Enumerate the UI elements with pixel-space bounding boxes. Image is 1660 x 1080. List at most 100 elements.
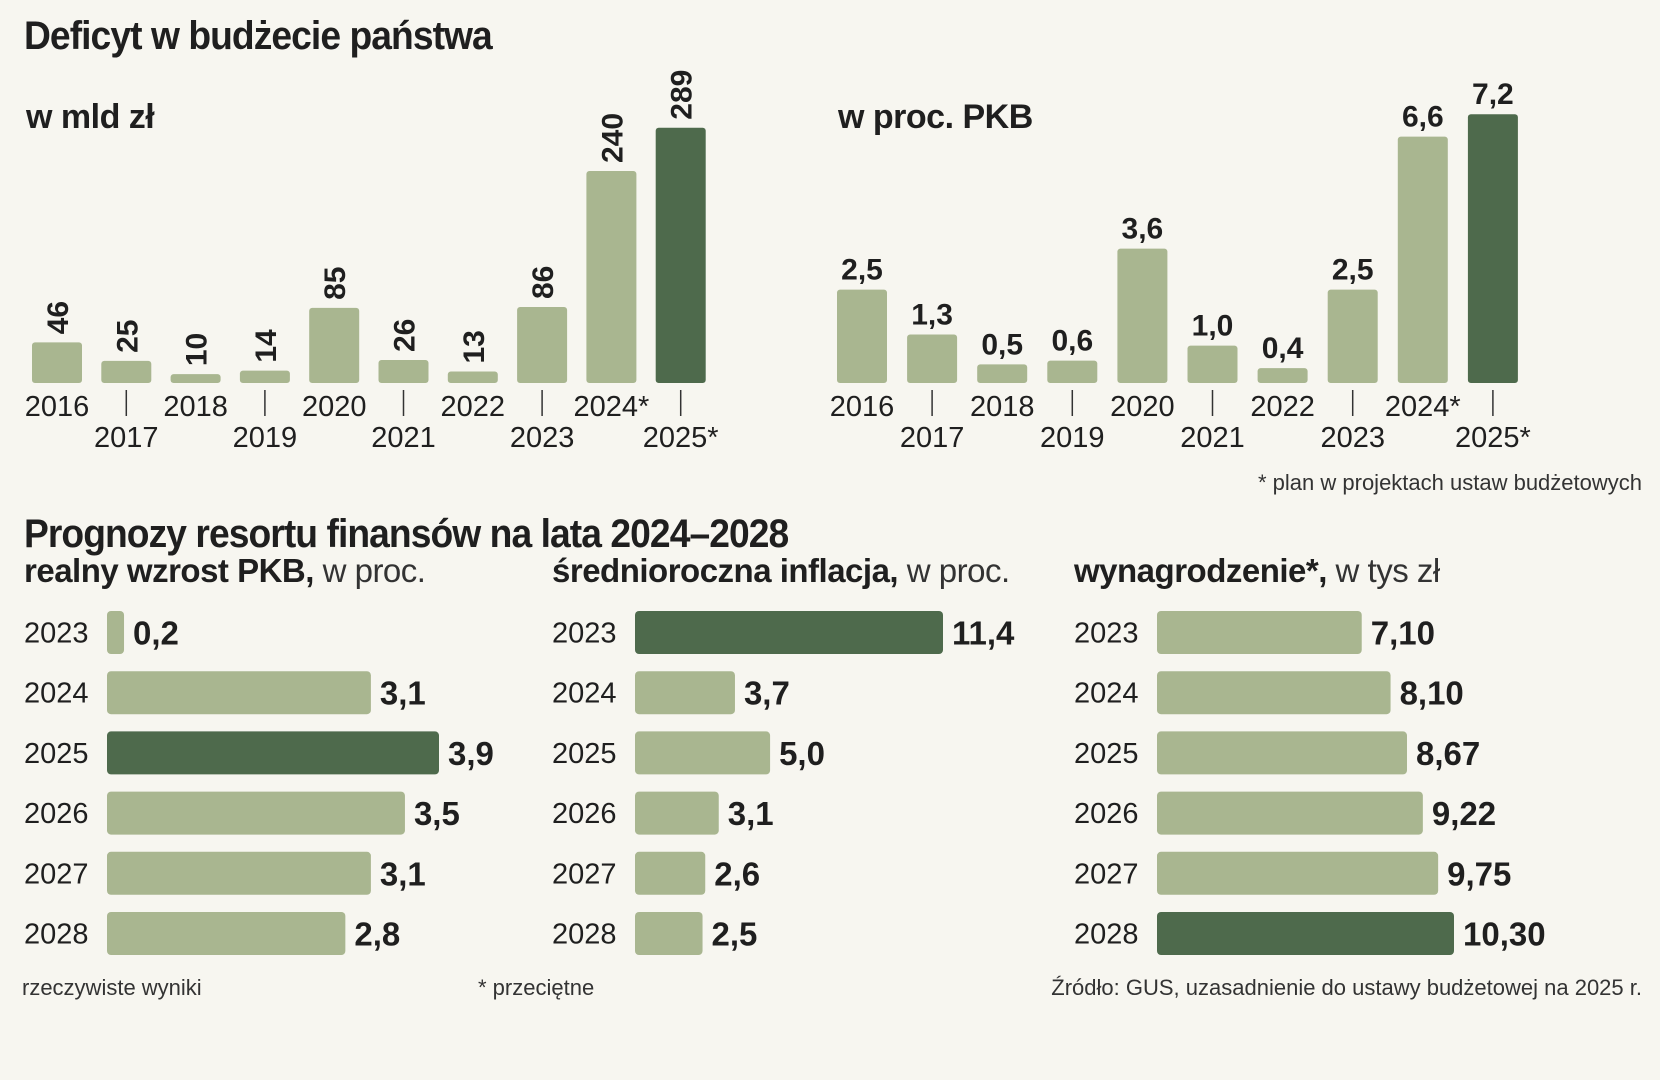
year-label-2025*: 2025* bbox=[643, 422, 719, 454]
value-label-2019: 14 bbox=[250, 329, 283, 363]
salary-heading-bold: wynagrodzenie*, bbox=[1074, 552, 1327, 589]
footnote-plan: * plan w projektach ustaw budżetowych bbox=[1258, 470, 1642, 495]
bar-2017 bbox=[101, 360, 152, 383]
bar-2028 bbox=[635, 912, 703, 955]
salary-heading-unit: w tys zł bbox=[1326, 552, 1441, 589]
year-label-2017: 2017 bbox=[94, 422, 159, 454]
gdp-growth-heading-unit: w proc. bbox=[313, 552, 426, 589]
value-label-2025: 5,0 bbox=[779, 735, 825, 772]
value-label-2017: 1,3 bbox=[911, 298, 953, 331]
bar-2021 bbox=[378, 360, 429, 383]
value-label-2027: 2,6 bbox=[714, 855, 760, 892]
year-label-2025: 2025 bbox=[24, 738, 89, 770]
year-label-2021: 2021 bbox=[371, 422, 436, 454]
year-label-2025: 2025 bbox=[1074, 738, 1139, 770]
bar-2026 bbox=[635, 791, 719, 835]
value-label-2019: 0,6 bbox=[1051, 325, 1093, 358]
bar-2023 bbox=[107, 611, 125, 654]
bar-2024 bbox=[1157, 671, 1391, 715]
bar-2025 bbox=[1157, 731, 1407, 775]
inflation-heading-bold: średnioroczna inflacja, bbox=[552, 552, 899, 589]
value-label-2024: 8,10 bbox=[1400, 675, 1464, 712]
value-label-2025*: 289 bbox=[666, 70, 699, 120]
value-label-2027: 3,1 bbox=[380, 855, 426, 892]
year-label-2017: 2017 bbox=[900, 422, 965, 454]
year-label-2019: 2019 bbox=[1040, 422, 1105, 454]
chart-1-unit-label: w mld zł bbox=[26, 98, 155, 136]
year-label-2026: 2026 bbox=[552, 798, 617, 830]
year-label-2028: 2028 bbox=[552, 919, 617, 951]
value-label-2017: 25 bbox=[111, 320, 144, 353]
bar-2024 bbox=[635, 671, 735, 715]
value-label-2021: 1,0 bbox=[1192, 310, 1234, 343]
value-label-2016: 2,5 bbox=[841, 254, 883, 287]
year-label-2027: 2027 bbox=[24, 858, 89, 890]
value-label-2022: 0,4 bbox=[1262, 332, 1304, 365]
bar-2018 bbox=[977, 364, 1028, 383]
bar-2024 bbox=[107, 671, 371, 715]
bar-2025* bbox=[1467, 114, 1518, 383]
bar-2027 bbox=[635, 851, 706, 895]
bar-2028 bbox=[107, 912, 346, 955]
value-label-2021: 26 bbox=[389, 319, 422, 352]
bar-2024* bbox=[586, 171, 637, 383]
year-label-2019: 2019 bbox=[233, 422, 298, 454]
year-label-2018: 2018 bbox=[970, 391, 1035, 423]
bar-2023 bbox=[1327, 289, 1378, 383]
year-label-2023: 2023 bbox=[552, 618, 617, 650]
year-label-2022: 2022 bbox=[1250, 391, 1315, 423]
bar-2021 bbox=[1187, 345, 1238, 383]
bar-2020 bbox=[309, 307, 360, 383]
value-label-2026: 9,22 bbox=[1432, 795, 1496, 832]
gdp-growth-heading-bold: realny wzrost PKB, bbox=[24, 552, 314, 589]
year-label-2024*: 2024* bbox=[1385, 391, 1461, 423]
bar-2020 bbox=[1117, 248, 1168, 383]
deficit-bln-chart: 46 2016 25 2017 10 2018 14 2019 85 2020 26 2021 13 20… bbox=[25, 70, 719, 454]
value-label-2022: 13 bbox=[458, 330, 491, 363]
bar-2025* bbox=[655, 127, 706, 383]
value-label-2020: 3,6 bbox=[1122, 213, 1164, 246]
bar-2022 bbox=[1257, 368, 1308, 383]
chart-title: Deficyt w budżecie państwa bbox=[24, 14, 493, 58]
bar-2018 bbox=[170, 374, 221, 383]
year-label-2028: 2028 bbox=[24, 919, 89, 951]
year-label-2018: 2018 bbox=[163, 391, 228, 423]
value-label-2024*: 6,6 bbox=[1402, 101, 1444, 134]
year-label-2026: 2026 bbox=[24, 798, 89, 830]
forecast-title: Prognozy resortu finansów na lata 2024–2… bbox=[24, 512, 789, 556]
value-label-2018: 10 bbox=[181, 333, 214, 366]
bar-2017 bbox=[907, 334, 958, 383]
inflation-heading-unit: w proc. bbox=[898, 552, 1010, 589]
value-label-2027: 9,75 bbox=[1447, 855, 1511, 892]
year-label-2024: 2024 bbox=[552, 678, 617, 710]
year-label-2026: 2026 bbox=[1074, 798, 1139, 830]
year-label-2020: 2020 bbox=[1110, 391, 1175, 423]
year-label-2022: 2022 bbox=[441, 391, 506, 423]
footnote-average: * przeciętne bbox=[478, 975, 595, 1000]
year-label-2016: 2016 bbox=[25, 391, 90, 423]
bar-2026 bbox=[1157, 791, 1423, 835]
year-label-2021: 2021 bbox=[1180, 422, 1245, 454]
year-label-2023: 2023 bbox=[1320, 422, 1385, 454]
value-label-2016: 46 bbox=[42, 301, 75, 334]
year-label-2020: 2020 bbox=[302, 391, 367, 423]
value-label-2026: 3,5 bbox=[414, 795, 460, 832]
value-label-2018: 0,5 bbox=[981, 328, 1023, 361]
bar-2027 bbox=[107, 851, 371, 895]
bar-2023 bbox=[1157, 611, 1362, 654]
inflation-heading: średnioroczna inflacja, w proc. bbox=[552, 552, 1010, 590]
bar-2028 bbox=[1157, 912, 1454, 955]
bar-2025 bbox=[635, 731, 771, 775]
value-label-2025*: 7,2 bbox=[1472, 78, 1514, 111]
value-label-2023: 86 bbox=[527, 266, 560, 299]
value-label-2024: 3,1 bbox=[380, 675, 426, 712]
year-label-2023: 2023 bbox=[1074, 618, 1139, 650]
year-label-2024: 2024 bbox=[24, 678, 89, 710]
salary-heading: wynagrodzenie*, w tys zł bbox=[1074, 552, 1440, 590]
value-label-2028: 2,5 bbox=[712, 916, 758, 953]
value-label-2025: 8,67 bbox=[1416, 735, 1480, 772]
value-label-2023: 2,5 bbox=[1332, 254, 1374, 287]
deficit-gdp-chart: 2,5 2016 1,3 2017 0,5 2018 0,6 2019 3,6 2020 1,0 20… bbox=[830, 78, 1531, 454]
year-label-2023: 2023 bbox=[510, 422, 575, 454]
